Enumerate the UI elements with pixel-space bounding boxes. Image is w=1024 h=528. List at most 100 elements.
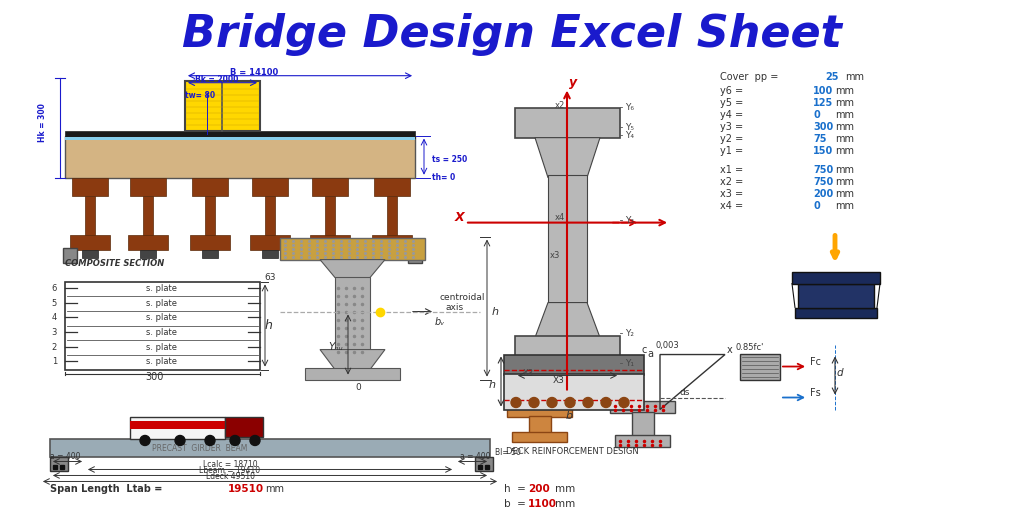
Polygon shape bbox=[319, 260, 385, 278]
Text: h  =: h = bbox=[504, 485, 526, 494]
Circle shape bbox=[618, 398, 629, 408]
Text: b  =: b = bbox=[504, 499, 526, 510]
Bar bbox=[312, 177, 348, 196]
Text: ts = 250: ts = 250 bbox=[432, 155, 467, 164]
Bar bbox=[504, 373, 644, 410]
Text: Y₁: Y₁ bbox=[625, 359, 634, 367]
Bar bbox=[63, 248, 77, 262]
Text: Span Length  Ltab =: Span Length Ltab = bbox=[50, 485, 163, 494]
Bar bbox=[515, 108, 620, 138]
Bar bbox=[512, 432, 567, 442]
Text: DECK REINFORCEMENT DESIGN: DECK REINFORCEMENT DESIGN bbox=[506, 447, 639, 457]
Text: Fc: Fc bbox=[810, 356, 821, 366]
Text: x3: x3 bbox=[550, 251, 560, 260]
Bar bbox=[507, 403, 572, 418]
Bar bbox=[82, 250, 98, 258]
Bar bbox=[795, 307, 877, 317]
Circle shape bbox=[140, 436, 150, 446]
Text: x4 =: x4 = bbox=[720, 201, 743, 211]
Text: Yₙᵤ: Yₙᵤ bbox=[328, 342, 343, 352]
Text: ds: ds bbox=[680, 388, 690, 397]
Text: 150: 150 bbox=[813, 146, 834, 156]
Bar bbox=[374, 177, 410, 196]
Text: c: c bbox=[642, 345, 647, 354]
Bar bbox=[185, 81, 260, 130]
Text: Cover  pp =: Cover pp = bbox=[720, 72, 778, 82]
Text: mm: mm bbox=[555, 499, 575, 510]
Text: 25: 25 bbox=[825, 72, 839, 82]
Bar bbox=[740, 354, 780, 380]
Text: Hk = 300: Hk = 300 bbox=[38, 103, 47, 142]
Text: 63: 63 bbox=[264, 272, 275, 281]
Text: COMPOSITE SECTION: COMPOSITE SECTION bbox=[65, 259, 164, 268]
Text: mm: mm bbox=[835, 86, 854, 96]
Bar bbox=[262, 250, 278, 258]
Bar bbox=[143, 196, 153, 235]
Text: mm: mm bbox=[835, 98, 854, 108]
Text: 200: 200 bbox=[528, 485, 550, 494]
Text: th= 0: th= 0 bbox=[432, 173, 456, 182]
Text: a: a bbox=[647, 348, 653, 359]
Text: mm: mm bbox=[835, 134, 854, 144]
Bar bbox=[193, 177, 228, 196]
Text: a = 400: a = 400 bbox=[50, 452, 81, 461]
Text: mm: mm bbox=[835, 146, 854, 156]
Text: d: d bbox=[837, 367, 844, 378]
Text: s. plate: s. plate bbox=[146, 298, 177, 308]
Text: Y₂: Y₂ bbox=[625, 328, 634, 337]
Circle shape bbox=[583, 398, 593, 408]
Text: y4 =: y4 = bbox=[720, 110, 743, 120]
Text: 300: 300 bbox=[813, 121, 834, 131]
Bar bbox=[408, 248, 422, 262]
Text: Ldeck 49510: Ldeck 49510 bbox=[206, 473, 255, 482]
Bar bbox=[202, 250, 218, 258]
Text: 100: 100 bbox=[813, 86, 834, 96]
Circle shape bbox=[205, 436, 215, 446]
Bar bbox=[325, 196, 335, 235]
Bar bbox=[305, 367, 400, 380]
Text: y3 =: y3 = bbox=[720, 121, 743, 131]
Bar bbox=[322, 250, 338, 258]
Text: Y₃: Y₃ bbox=[625, 215, 634, 224]
Bar bbox=[529, 417, 551, 435]
Text: 6: 6 bbox=[51, 284, 57, 293]
Circle shape bbox=[529, 398, 539, 408]
Text: X3: X3 bbox=[523, 369, 535, 378]
Bar bbox=[252, 177, 288, 196]
Text: mm: mm bbox=[835, 165, 854, 175]
Text: x2 =: x2 = bbox=[720, 177, 743, 186]
Text: 125: 125 bbox=[813, 98, 834, 108]
Text: s. plate: s. plate bbox=[146, 313, 177, 322]
Bar bbox=[65, 136, 415, 177]
Text: 0,003: 0,003 bbox=[655, 341, 679, 350]
Text: 19510: 19510 bbox=[228, 485, 264, 494]
Bar bbox=[250, 234, 290, 250]
Text: 2: 2 bbox=[52, 343, 57, 352]
Text: X: X bbox=[455, 211, 465, 224]
Bar bbox=[372, 234, 412, 250]
Text: mm: mm bbox=[265, 485, 284, 494]
Text: mm: mm bbox=[555, 485, 575, 494]
Text: mm: mm bbox=[835, 201, 854, 211]
Text: y2 =: y2 = bbox=[720, 134, 743, 144]
Bar bbox=[65, 137, 415, 139]
Bar bbox=[504, 354, 644, 374]
Text: 5: 5 bbox=[52, 298, 57, 308]
Text: Lcalc = 18710: Lcalc = 18710 bbox=[203, 460, 257, 469]
Text: Bl= 50: Bl= 50 bbox=[495, 448, 521, 457]
Text: 1100: 1100 bbox=[528, 499, 557, 510]
Text: Fs: Fs bbox=[810, 388, 821, 398]
Circle shape bbox=[511, 398, 521, 408]
Text: 0: 0 bbox=[813, 110, 820, 120]
Bar bbox=[130, 177, 166, 196]
Text: x1 =: x1 = bbox=[720, 165, 743, 175]
Bar bbox=[50, 457, 68, 472]
Text: 200: 200 bbox=[813, 188, 834, 199]
Bar bbox=[310, 234, 350, 250]
Bar bbox=[50, 439, 490, 457]
Circle shape bbox=[601, 398, 611, 408]
Text: Lbeam = 19410: Lbeam = 19410 bbox=[200, 466, 260, 476]
Text: a = 400: a = 400 bbox=[460, 452, 490, 461]
Circle shape bbox=[547, 398, 557, 408]
Text: Y₆: Y₆ bbox=[625, 102, 634, 112]
